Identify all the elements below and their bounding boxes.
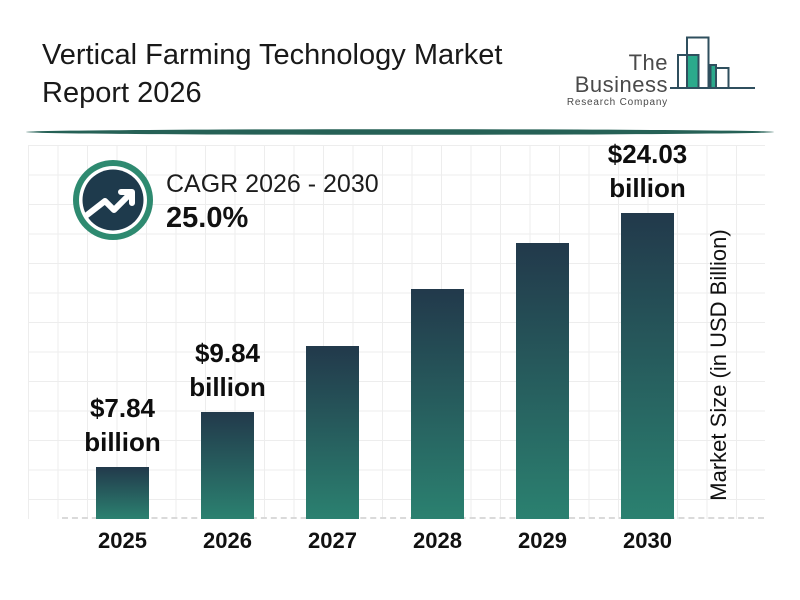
bar-2026 [201,412,254,519]
page-title-line1: Vertical Farming Technology Market [42,39,503,71]
x-axis-label-2029: 2029 [518,528,567,553]
bar-column-2030: $24.03 billion [595,139,700,519]
x-axis-label-2025: 2025 [98,528,147,553]
company-logo-skyline-icon [670,36,755,89]
bar-value-label-2026: $9.84 billion [189,338,266,402]
bar-column-2026: $9.84 billion [175,140,280,519]
page-title-line2: Report 2026 [42,77,202,109]
bar-2029 [516,243,569,519]
company-subname: Research Company [566,97,668,108]
x-axis-label-2030: 2030 [623,528,672,553]
x-axis-label-2026: 2026 [203,528,252,553]
bar-2028 [411,289,464,519]
bar-column-2025: $7.84 billion [70,140,175,519]
bar-value-label-2030: $24.03 billion [607,139,688,203]
header-divider [26,129,774,135]
company-logo-text: The Business Research Company [538,52,668,109]
company-logo: The Business Research Company [538,28,778,108]
bar-column-2028 [385,140,490,519]
bar-2025 [96,467,149,519]
x-axis-label-2027: 2027 [308,528,357,553]
y-axis-label: Market Size (in USD Billion) [706,229,731,501]
page-title: Vertical Farming Technology Market Repor… [42,36,522,112]
cagr-value: 25.0% [166,202,249,234]
plot-area: $7.84 billion $9.84 billion $24.03 billion [70,139,700,519]
trending-up-icon [73,160,153,240]
cagr-label: CAGR 2026 - 2030 [166,170,379,198]
bar-column-2027 [280,140,385,519]
bar-2030 [621,213,674,519]
bar-2027 [306,346,359,519]
bar-column-2029 [490,140,595,519]
bar-value-label-2025: $7.84 billion [84,393,161,457]
x-axis-label-2028: 2028 [413,528,462,553]
x-axis-labels: 2025 2026 2027 2028 2029 2030 [70,528,700,554]
company-name: The Business [574,50,668,97]
